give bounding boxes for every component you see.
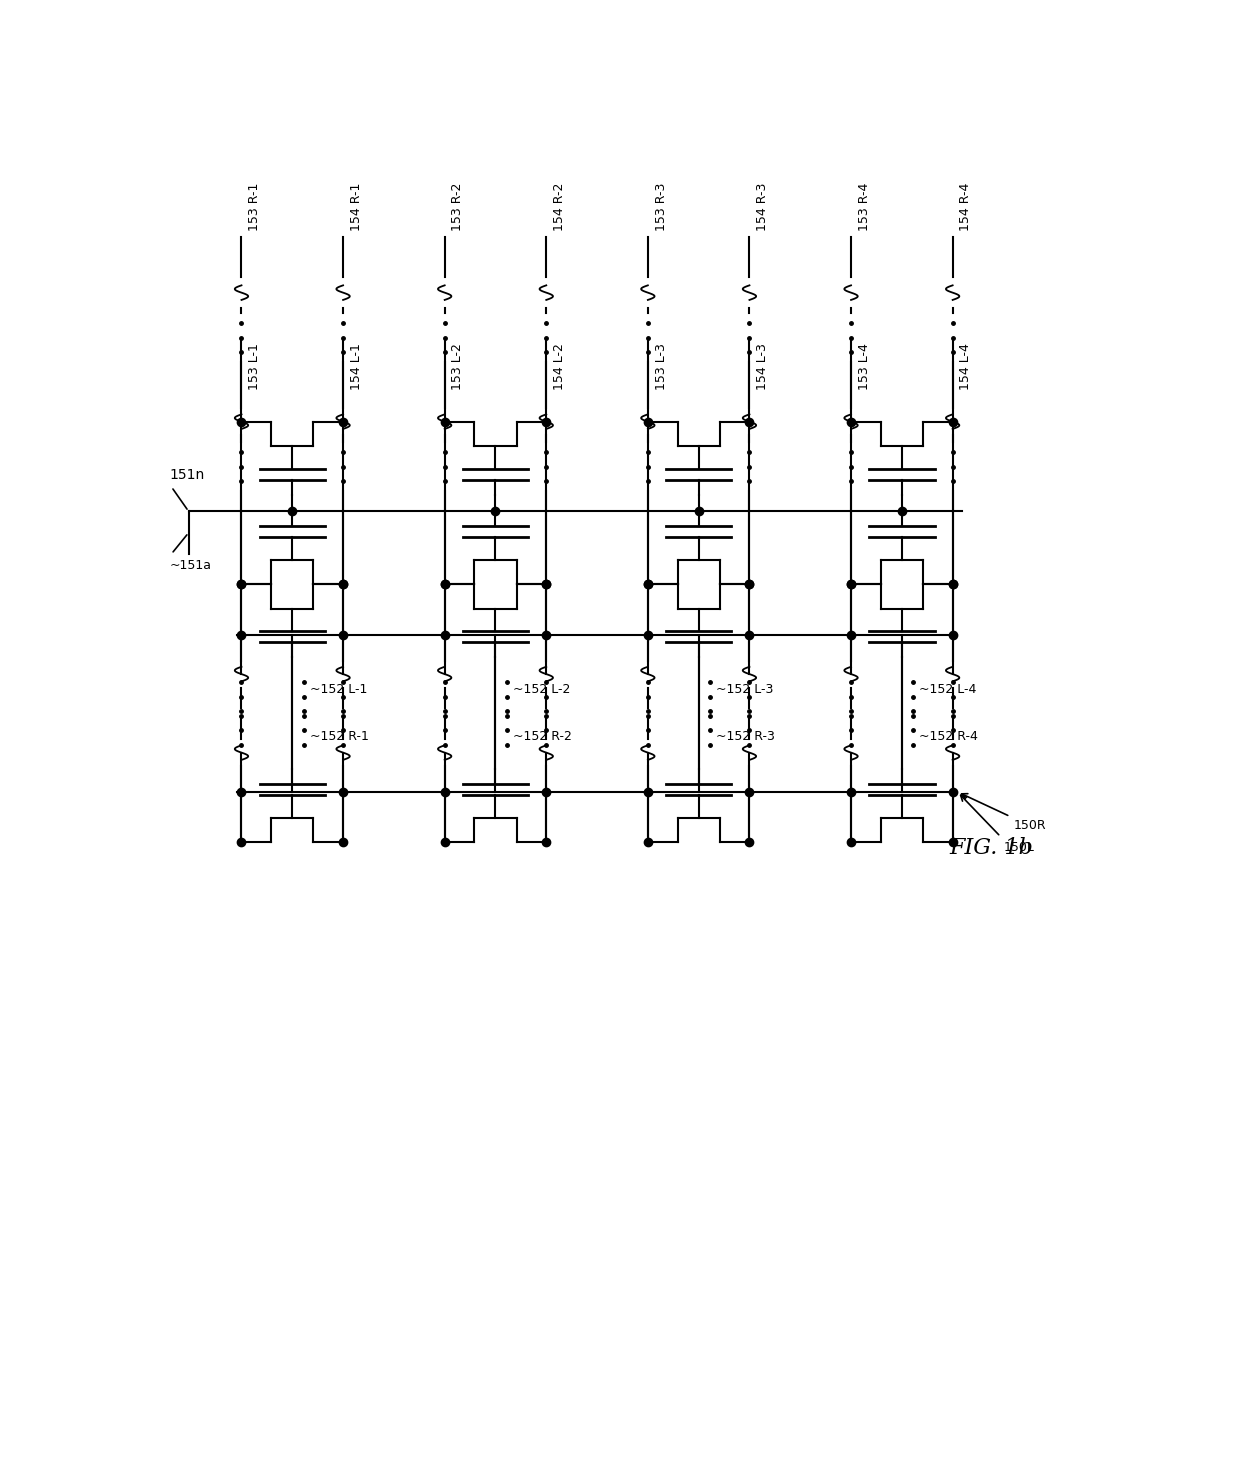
Text: 154 R-2: 154 R-2 <box>553 182 565 232</box>
Text: 153 L-4: 153 L-4 <box>858 342 870 390</box>
Text: ~152 L-2: ~152 L-2 <box>513 683 570 696</box>
Text: 153 R-2: 153 R-2 <box>451 182 465 232</box>
Text: ~151a: ~151a <box>170 558 211 571</box>
Text: 153 R-1: 153 R-1 <box>248 182 262 232</box>
Text: 154 R-4: 154 R-4 <box>960 182 972 232</box>
Text: 154 R-3: 154 R-3 <box>756 182 769 232</box>
Text: ~152 L-3: ~152 L-3 <box>715 683 774 696</box>
Text: FIG. 1b: FIG. 1b <box>949 836 1033 860</box>
Text: 154 L-3: 154 L-3 <box>756 342 769 390</box>
Text: ~152 R-4: ~152 R-4 <box>919 730 978 743</box>
Text: 154 L-4: 154 L-4 <box>960 342 972 390</box>
Text: 154 L-2: 154 L-2 <box>553 342 565 390</box>
Text: ~152 R-2: ~152 R-2 <box>513 730 572 743</box>
Text: 150R: 150R <box>1013 819 1045 832</box>
Text: 151n: 151n <box>170 468 205 482</box>
Text: 153 R-3: 153 R-3 <box>655 182 667 232</box>
Text: 153 L-1: 153 L-1 <box>248 342 262 390</box>
Text: 153 R-4: 153 R-4 <box>858 182 870 232</box>
Text: 150L: 150L <box>1003 841 1034 854</box>
Text: ~152 L-4: ~152 L-4 <box>919 683 977 696</box>
Text: ~152 R-3: ~152 R-3 <box>715 730 775 743</box>
Text: 153 L-3: 153 L-3 <box>655 342 667 390</box>
Text: 154 R-1: 154 R-1 <box>350 182 363 232</box>
Text: ~152 R-1: ~152 R-1 <box>310 730 368 743</box>
Text: ~152 L-1: ~152 L-1 <box>310 683 367 696</box>
Text: 153 L-2: 153 L-2 <box>451 342 465 390</box>
Text: 154 L-1: 154 L-1 <box>350 342 363 390</box>
